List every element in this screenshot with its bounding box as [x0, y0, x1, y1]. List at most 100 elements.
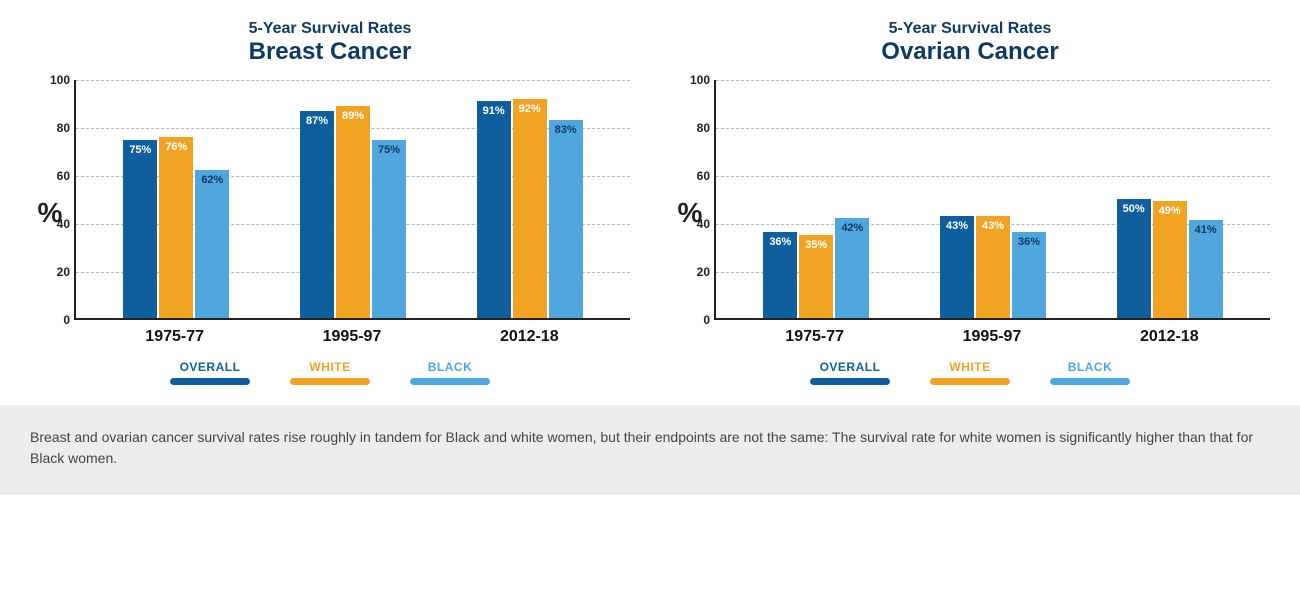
y-tick-label: 60	[682, 169, 710, 183]
bar-value-label: 36%	[1018, 236, 1040, 248]
x-axis: 1975-77 1995-97 2012-18	[714, 320, 1270, 346]
chart-body: 02040608010075%76%62%87%89%75%91%92%83%1…	[74, 80, 630, 346]
bar-value-label: 62%	[201, 174, 223, 186]
plot-area: 02040608010075%76%62%87%89%75%91%92%83%	[74, 80, 630, 320]
chart-title-block: 5-Year Survival RatesOvarian Cancer	[881, 20, 1058, 66]
bar-black: 75%	[372, 140, 406, 319]
caption-text: Breast and ovarian cancer survival rates…	[30, 429, 1253, 466]
bar-white: 92%	[513, 99, 547, 318]
bar-value-label: 36%	[769, 236, 791, 248]
chart-supertitle: 5-Year Survival Rates	[881, 20, 1058, 38]
bar-value-label: 42%	[841, 222, 863, 234]
bar-value-label: 43%	[946, 220, 968, 232]
legend-item-black: BLACK	[1050, 360, 1130, 385]
bar-black: 62%	[195, 170, 229, 318]
y-tick-label: 40	[682, 217, 710, 231]
legend: OVERALL WHITE BLACK	[810, 360, 1130, 385]
bar-black: 42%	[835, 218, 869, 318]
bar-overall: 87%	[300, 111, 334, 318]
chart-title: Breast Cancer	[249, 38, 412, 66]
y-tick-label: 20	[682, 265, 710, 279]
chart-panel-1: 5-Year Survival RatesOvarian Cancer%0204…	[670, 20, 1270, 385]
bar-black: 36%	[1012, 232, 1046, 318]
legend-item-white: WHITE	[290, 360, 370, 385]
x-tick-label: 1975-77	[755, 328, 875, 346]
y-tick-label: 60	[42, 169, 70, 183]
y-tick-label: 100	[42, 73, 70, 87]
bar-groups: 36% 35% 42% 43% 43% 36% 50% 49% 41%	[716, 80, 1270, 318]
chart-row: %02040608010075%76%62%87%89%75%91%92%83%…	[30, 80, 630, 346]
y-tick-label: 80	[42, 121, 70, 135]
y-tick-label: 100	[682, 73, 710, 87]
charts-container: 5-Year Survival RatesBreast Cancer%02040…	[0, 0, 1300, 385]
legend-item-white: WHITE	[930, 360, 1010, 385]
legend-swatch	[290, 378, 370, 385]
bar-value-label: 75%	[378, 144, 400, 156]
bar-value-label: 43%	[982, 220, 1004, 232]
legend-item-overall: OVERALL	[810, 360, 890, 385]
bar-white: 35%	[799, 235, 833, 318]
bar-overall: 91%	[477, 101, 511, 318]
legend-swatch	[930, 378, 1010, 385]
legend-label: WHITE	[309, 360, 350, 374]
bar-white: 43%	[976, 216, 1010, 318]
bar-value-label: 75%	[129, 144, 151, 156]
chart-panel-0: 5-Year Survival RatesBreast Cancer%02040…	[30, 20, 630, 385]
y-tick-label: 0	[682, 313, 710, 327]
caption-box: Breast and ovarian cancer survival rates…	[0, 405, 1300, 495]
bar-value-label: 50%	[1123, 203, 1145, 215]
legend-label: BLACK	[1068, 360, 1113, 374]
bar-value-label: 91%	[483, 105, 505, 117]
bar-value-label: 49%	[1159, 205, 1181, 217]
legend-item-black: BLACK	[410, 360, 490, 385]
legend-label: OVERALL	[180, 360, 241, 374]
legend-swatch	[810, 378, 890, 385]
bar-white: 76%	[159, 137, 193, 318]
bar-value-label: 87%	[306, 115, 328, 127]
chart-title-block: 5-Year Survival RatesBreast Cancer	[249, 20, 412, 66]
bar-value-label: 35%	[805, 239, 827, 251]
legend: OVERALL WHITE BLACK	[170, 360, 490, 385]
x-tick-label: 2012-18	[1109, 328, 1229, 346]
y-tick-label: 0	[42, 313, 70, 327]
bar-black: 41%	[1189, 220, 1223, 318]
legend-swatch	[1050, 378, 1130, 385]
bar-group: 87% 89% 75%	[300, 80, 406, 318]
bar-value-label: 83%	[555, 124, 577, 136]
x-tick-label: 1975-77	[115, 328, 235, 346]
y-tick-label: 80	[682, 121, 710, 135]
plot-area: 02040608010036%35%42%43%43%36%50%49%41%	[714, 80, 1270, 320]
bar-overall: 75%	[123, 140, 157, 319]
legend-label: BLACK	[428, 360, 473, 374]
chart-supertitle: 5-Year Survival Rates	[249, 20, 412, 38]
bar-group: 75% 76% 62%	[123, 80, 229, 318]
charts-row: 5-Year Survival RatesBreast Cancer%02040…	[30, 20, 1270, 385]
chart-row: %02040608010036%35%42%43%43%36%50%49%41%…	[670, 80, 1270, 346]
bar-overall: 36%	[763, 232, 797, 318]
bar-group: 50% 49% 41%	[1117, 80, 1223, 318]
legend-swatch	[410, 378, 490, 385]
legend-item-overall: OVERALL	[170, 360, 250, 385]
x-tick-label: 2012-18	[469, 328, 589, 346]
bar-group: 91% 92% 83%	[477, 80, 583, 318]
bar-white: 49%	[1153, 201, 1187, 318]
bar-value-label: 89%	[342, 110, 364, 122]
bar-group: 36% 35% 42%	[763, 80, 869, 318]
legend-label: WHITE	[949, 360, 990, 374]
bar-black: 83%	[549, 120, 583, 318]
legend-swatch	[170, 378, 250, 385]
x-tick-label: 1995-97	[292, 328, 412, 346]
chart-title: Ovarian Cancer	[881, 38, 1058, 66]
bar-group: 43% 43% 36%	[940, 80, 1046, 318]
chart-body: 02040608010036%35%42%43%43%36%50%49%41%1…	[714, 80, 1270, 346]
bar-groups: 75% 76% 62% 87% 89% 75% 91% 92% 83%	[76, 80, 630, 318]
x-axis: 1975-77 1995-97 2012-18	[74, 320, 630, 346]
bar-overall: 43%	[940, 216, 974, 318]
legend-label: OVERALL	[820, 360, 881, 374]
bar-value-label: 41%	[1195, 224, 1217, 236]
bar-white: 89%	[336, 106, 370, 318]
bar-overall: 50%	[1117, 199, 1151, 318]
x-tick-label: 1995-97	[932, 328, 1052, 346]
y-tick-label: 40	[42, 217, 70, 231]
bar-value-label: 92%	[519, 103, 541, 115]
